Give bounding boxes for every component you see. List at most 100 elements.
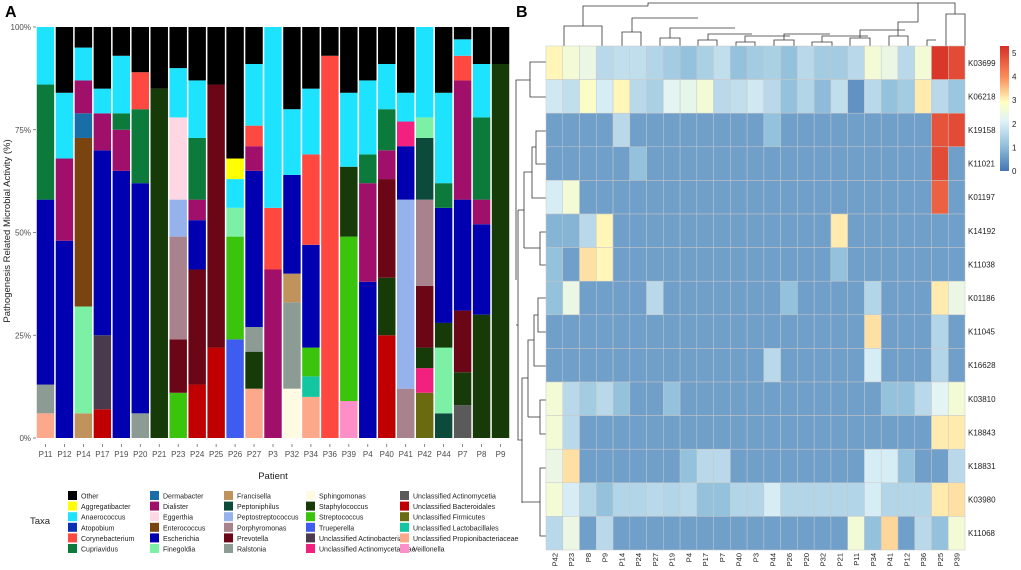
legend-swatch <box>68 491 77 500</box>
legend-swatch <box>306 512 315 522</box>
heatmap-cell <box>713 448 731 484</box>
heatmap-cell <box>813 146 832 181</box>
segment-cupriavidus <box>434 183 453 208</box>
heatmap-cell <box>646 280 664 316</box>
segment-other <box>453 27 472 40</box>
heatmap-cell <box>931 415 949 450</box>
heatmap-cell <box>931 247 949 282</box>
heatmap-cell <box>596 348 614 383</box>
heatmap-cell <box>947 213 966 248</box>
segment-other <box>188 27 206 81</box>
heatmap-cell <box>562 247 580 282</box>
legend-label: Eggerthia <box>163 515 193 522</box>
heatmap-cell <box>629 348 647 383</box>
heatmap-cell <box>713 213 731 248</box>
heatmap-column-label: P12 <box>902 553 911 566</box>
legend-item: Dermabacter <box>150 491 204 501</box>
legend-item: Porphyromonas <box>224 522 287 532</box>
segment-anaerococcus <box>359 80 377 155</box>
heatmap-cell <box>797 482 815 517</box>
segment-other <box>112 27 131 56</box>
segment-prevotella <box>453 310 472 373</box>
heatmap-cell <box>847 348 865 383</box>
heatmap-cell <box>579 213 597 248</box>
x-tick-label: P27 <box>247 450 262 459</box>
segment-prevotella <box>378 179 396 278</box>
heatmap-cell <box>880 146 899 181</box>
heatmap-cell <box>562 146 580 181</box>
legend-swatch <box>224 533 233 543</box>
heatmap-column-label: P41 <box>886 553 895 566</box>
heatmap-cell <box>646 213 664 248</box>
segment-staphylococcus <box>434 322 453 348</box>
bar-P44 <box>434 27 453 438</box>
heatmap-cell <box>663 448 681 484</box>
heatmap-cell <box>780 448 798 484</box>
heatmap-column-label: P34 <box>869 553 878 566</box>
segment-unclassified-actinomycetaceae <box>396 121 415 147</box>
legend-swatch <box>224 512 233 522</box>
heatmap-cell <box>713 348 731 383</box>
segment-unclassified-propionibacteriaceae <box>245 388 263 438</box>
heatmap-cell <box>780 280 798 316</box>
x-tick-label: P41 <box>399 450 414 459</box>
legend-item: Unclassified Actinobacteria <box>306 533 403 543</box>
heatmap-cell <box>562 112 580 148</box>
colorbar-tick-label: 5 <box>1012 49 1017 58</box>
segment-enterococcus <box>74 137 93 307</box>
segment-other <box>93 27 112 89</box>
heatmap-cell <box>780 482 798 517</box>
legend-label: Sphingomonas <box>319 494 366 501</box>
heatmap-cell <box>579 381 597 416</box>
heatmap-cell <box>730 213 748 248</box>
heatmap-column-label: P21 <box>835 553 844 566</box>
legend-swatch <box>224 501 233 511</box>
bar-P40 <box>378 27 396 438</box>
segment-other <box>207 27 225 85</box>
segment-streptococcus <box>226 236 244 340</box>
heatmap-cell <box>596 516 614 551</box>
x-tick-label: P21 <box>152 450 167 459</box>
heatmap-cell <box>713 112 731 148</box>
legend-item: Staphylococcus <box>306 501 369 511</box>
heatmap-cell <box>780 381 798 416</box>
legend-item: Unclassified Bacteroidales <box>400 501 496 511</box>
segment-porphyromonas <box>396 388 415 438</box>
heatmap-cell <box>880 180 899 215</box>
heatmap-cell <box>914 280 932 316</box>
legend-swatch <box>306 522 315 532</box>
heatmap-cell <box>679 112 698 148</box>
heatmap-row-label: K16628 <box>968 361 996 370</box>
heatmap-row-label: K03980 <box>968 496 996 505</box>
heatmap-cell <box>663 247 681 282</box>
heatmap-cell <box>931 45 949 80</box>
heatmap-cell <box>914 180 932 215</box>
segment-dialister <box>453 80 472 200</box>
segment-escherichia <box>36 199 55 385</box>
heatmap-cell <box>797 180 815 215</box>
heatmap-column-label: P4 <box>684 553 693 562</box>
heatmap-cell <box>579 415 597 450</box>
legend-item: Streptococcus <box>306 512 364 522</box>
segment-anaerococcus <box>453 39 472 56</box>
heatmap-column-label: P27 <box>651 553 660 566</box>
segment-dialister <box>112 129 131 171</box>
heatmap-cell <box>579 180 597 215</box>
heatmap-cell <box>730 146 748 181</box>
heatmap-cell <box>847 45 865 80</box>
segment-anaerococcus <box>396 92 415 122</box>
x-tick-label: P20 <box>133 450 148 459</box>
segment-corynebacterium <box>245 125 263 147</box>
segment-porphyromonas <box>415 199 434 286</box>
heatmap-column-label: P32 <box>819 553 828 566</box>
bar-P42 <box>415 27 434 438</box>
heatmap-cell <box>797 213 815 248</box>
segment-other <box>340 27 358 93</box>
heatmap-cell <box>646 482 664 517</box>
heatmap-cell <box>579 314 597 349</box>
heatmap-cell <box>663 180 681 215</box>
segment-anaerococcus <box>188 80 206 138</box>
heatmap-cell <box>780 180 798 215</box>
heatmap-cell <box>763 146 781 181</box>
heatmap-cell <box>797 448 815 484</box>
